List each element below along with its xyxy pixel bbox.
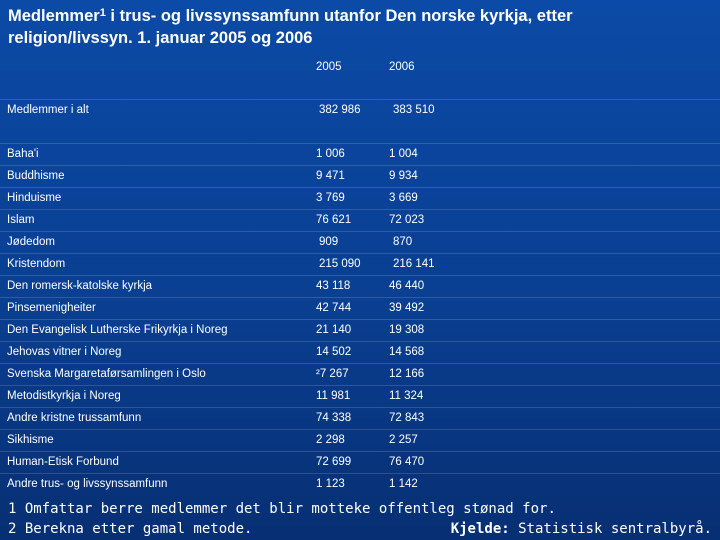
source-text: Statistisk sentralbyrå. — [509, 521, 712, 537]
value-2005: 2 298 — [316, 434, 345, 446]
page-title: Medlemmer1 i trus- og livssynssamfunn ut… — [8, 5, 708, 49]
row-label: Islam — [7, 214, 35, 226]
value-2006: 216 141 — [393, 258, 435, 270]
table-row: Kristendom 215 090 216 141 — [0, 258, 720, 278]
row-divider — [0, 231, 720, 232]
row-label: Jehovas vitner i Noreg — [7, 346, 122, 358]
table-row: Metodistkyrkja i Noreg 11 981 11 324 — [0, 390, 720, 410]
source-note: Kjelde: Statistisk sentralbyrå. — [451, 521, 712, 537]
row-divider — [0, 407, 720, 408]
table-row: Baha'i 1 006 1 004 — [0, 148, 720, 168]
row-divider — [0, 429, 720, 430]
table-row: Medlemmer i alt 382 986 383 510 — [0, 104, 720, 124]
row-label: Hinduisme — [7, 192, 62, 204]
value-2006: 14 568 — [389, 346, 425, 358]
value-2006: 3 669 — [389, 192, 418, 204]
title-footnote-marker: 1 — [99, 7, 106, 19]
table-row: Den Evangelisk Lutherske Frikyrkja i Nor… — [0, 324, 720, 344]
value-2006: 72 023 — [389, 214, 425, 226]
value-2005: ²7 267 — [316, 368, 349, 380]
value-2006: 39 492 — [389, 302, 425, 314]
row-label: Human-Etisk Forbund — [7, 456, 119, 468]
value-2005: 76 621 — [316, 214, 352, 226]
row-label: Den romersk-katolske kyrkja — [7, 280, 153, 292]
footnote-1: 1 Omfattar berre medlemmer det blir mott… — [8, 501, 556, 517]
value-2005: 43 118 — [316, 280, 351, 292]
value-2006: 12 166 — [389, 368, 425, 380]
table-row: Human-Etisk Forbund 72 699 76 470 — [0, 456, 720, 476]
table-row: Hinduisme 3 769 3 669 — [0, 192, 720, 212]
title-line1-post: i trus- og livssynssamfunn utanfor Den n… — [105, 7, 573, 25]
column-header-2005: 2005 — [316, 61, 342, 73]
row-divider — [0, 275, 720, 276]
value-2005: 42 744 — [316, 302, 352, 314]
source-label: Kjelde: — [450, 521, 510, 537]
table-row: Svenska Margaretaførsamlingen i Oslo ²7 2… — [0, 368, 720, 388]
footnote-2: 2 Berekna etter gamal metode. — [8, 521, 253, 537]
value-2005: 215 090 — [319, 258, 361, 270]
table-row: Buddhisme 9 471 9 934 — [0, 170, 720, 190]
row-divider — [0, 297, 720, 298]
value-2006: 383 510 — [393, 104, 435, 116]
value-2005: 21 140 — [316, 324, 352, 336]
value-2006: 9 934 — [389, 170, 418, 182]
row-divider — [0, 341, 720, 342]
table-row: Jødedom 909 870 — [0, 236, 720, 256]
row-label: Andre kristne trussamfunn — [7, 412, 142, 424]
value-2006: 2 257 — [389, 434, 418, 446]
value-2006: 46 440 — [389, 280, 425, 292]
value-2005: 11 981 — [316, 390, 351, 402]
value-2005: 3 769 — [316, 192, 345, 204]
value-2006: 1 004 — [389, 148, 418, 160]
value-2005: 14 502 — [316, 346, 352, 358]
row-divider — [0, 209, 720, 210]
value-2005: 74 338 — [316, 412, 352, 424]
value-2006: 870 — [393, 236, 413, 248]
row-label: Jødedom — [7, 236, 55, 248]
row-label: Sikhisme — [7, 434, 54, 446]
row-divider — [0, 165, 720, 166]
row-label: Metodistkyrkja i Noreg — [7, 390, 121, 402]
row-label: Kristendom — [7, 258, 66, 270]
row-divider — [0, 253, 720, 254]
row-label: Buddhisme — [7, 170, 65, 182]
value-2005: 9 471 — [316, 170, 345, 182]
table-row: Sikhisme 2 298 2 257 — [0, 434, 720, 454]
row-divider — [0, 319, 720, 320]
title-line2: religion/livssyn. 1. januar 2005 og 2006 — [8, 29, 313, 47]
row-divider — [0, 99, 720, 100]
row-divider — [0, 385, 720, 386]
row-divider — [0, 451, 720, 452]
value-2005: 1 123 — [316, 478, 345, 490]
table-row: Jehovas vitner i Noreg 14 502 14 568 — [0, 346, 720, 366]
row-divider — [0, 363, 720, 364]
row-label: Pinsemenigheiter — [7, 302, 96, 314]
value-2005: 909 — [319, 236, 339, 248]
row-label: Den Evangelisk Lutherske Frikyrkja i Nor… — [7, 324, 228, 336]
title-line1-pre: Medlemmer — [8, 7, 100, 25]
row-label: Baha'i — [7, 148, 39, 160]
row-divider — [0, 187, 720, 188]
value-2006: 76 470 — [389, 456, 425, 468]
value-2006: 72 843 — [389, 412, 425, 424]
row-label: Svenska Margaretaførsamlingen i Oslo — [7, 368, 206, 380]
value-2006: 11 324 — [389, 390, 424, 402]
table-row: Andre kristne trussamfunn 74 338 72 843 — [0, 412, 720, 432]
column-header-2006: 2006 — [389, 61, 415, 73]
table-row: Pinsemenigheiter 42 744 39 492 — [0, 302, 720, 322]
table-row: Den romersk-katolske kyrkja 43 118 46 440 — [0, 280, 720, 300]
value-2006: 1 142 — [389, 478, 418, 490]
value-2006: 19 308 — [389, 324, 425, 336]
value-2005: 1 006 — [316, 148, 345, 160]
row-label: Medlemmer i alt — [7, 104, 89, 116]
row-divider — [0, 143, 720, 144]
value-2005: 72 699 — [316, 456, 352, 468]
row-divider — [0, 473, 720, 474]
row-label: Andre trus- og livssynssamfunn — [7, 478, 168, 490]
table-row: Islam 76 621 72 023 — [0, 214, 720, 234]
value-2005: 382 986 — [319, 104, 361, 116]
table-row: Andre trus- og livssynssamfunn 1 123 1 142 — [0, 478, 720, 498]
